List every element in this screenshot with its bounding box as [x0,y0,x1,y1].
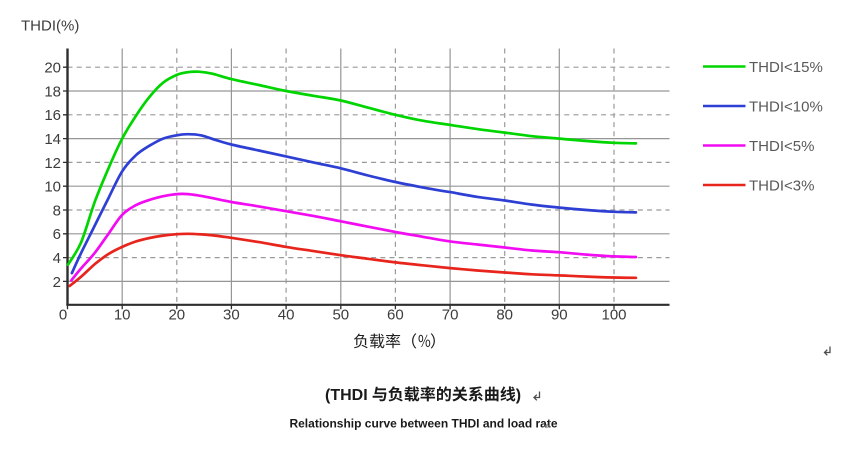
svg-text:18: 18 [44,83,61,100]
svg-text:90: 90 [551,307,568,324]
svg-text:80: 80 [496,307,513,324]
svg-text:THDI(%): THDI(%) [21,18,79,35]
svg-text:): ) [516,387,521,404]
svg-text:4: 4 [53,250,61,267]
svg-text:2: 2 [53,274,61,291]
svg-text:30: 30 [223,307,240,324]
svg-text:0: 0 [59,307,67,324]
svg-text:100: 100 [601,307,626,324]
svg-text:12: 12 [44,155,61,172]
svg-text:(THDI: (THDI [325,387,368,404]
svg-text:60: 60 [387,307,404,324]
svg-text:10: 10 [44,179,61,196]
svg-text:THDI<10%: THDI<10% [749,98,823,115]
svg-text:6: 6 [53,226,61,243]
svg-text:20: 20 [168,307,185,324]
svg-text:10: 10 [114,307,131,324]
svg-text:40: 40 [278,307,295,324]
svg-text:70: 70 [442,307,459,324]
svg-text:14: 14 [44,131,61,148]
svg-text:THDI<3%: THDI<3% [749,177,814,194]
svg-text:THDI<15%: THDI<15% [749,59,823,76]
svg-text:8: 8 [53,202,61,219]
svg-text:20: 20 [44,60,61,77]
svg-text:50: 50 [332,307,349,324]
svg-text:THDI<5%: THDI<5% [749,138,814,155]
svg-text:16: 16 [44,107,61,124]
svg-text:Relationship curve between THD: Relationship curve between THDI and load… [289,417,557,431]
